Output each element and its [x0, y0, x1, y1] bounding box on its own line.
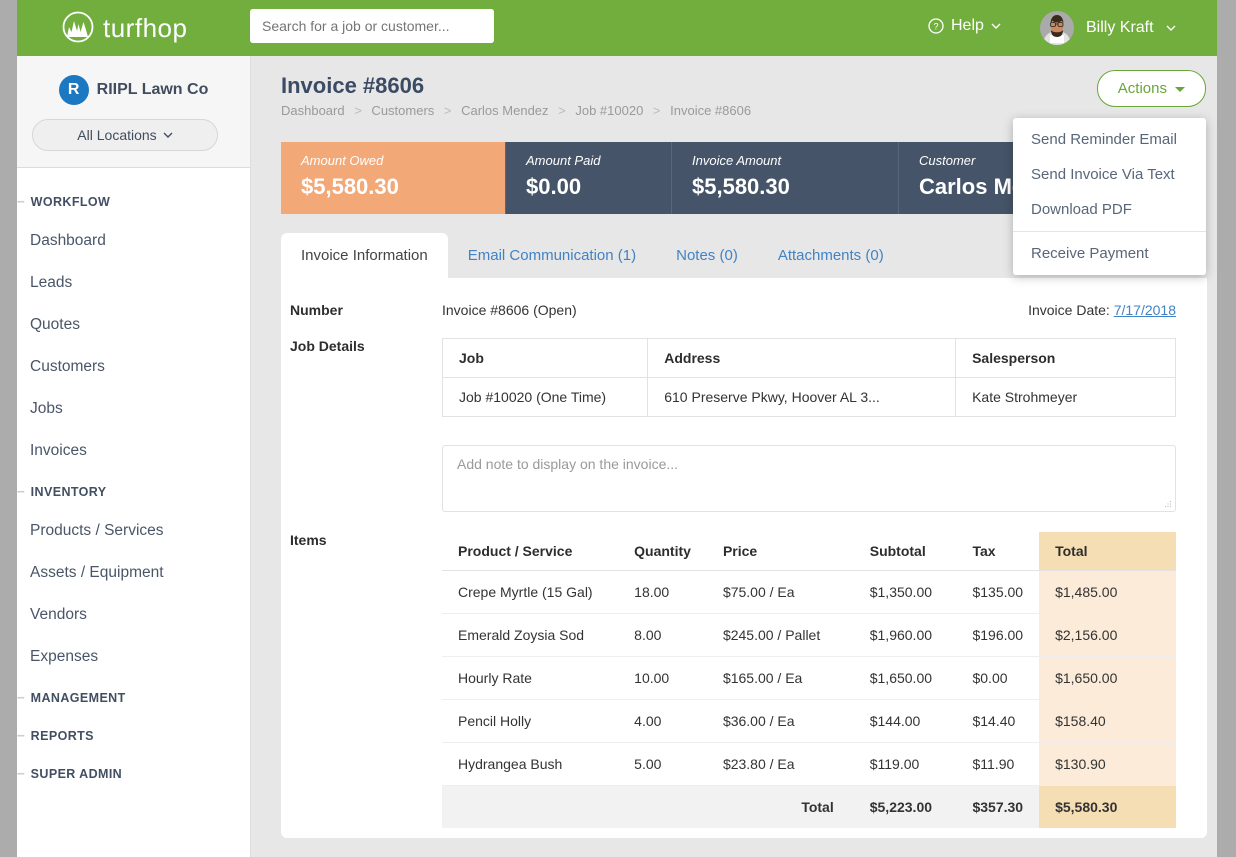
svg-text:?: ? — [933, 22, 938, 32]
